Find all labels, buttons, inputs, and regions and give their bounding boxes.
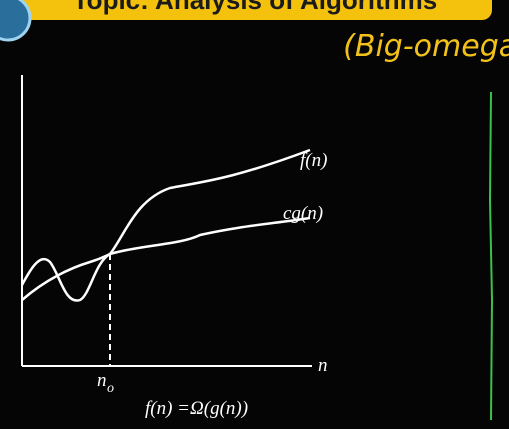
handwritten-note: (Big-omega) bbox=[343, 29, 509, 64]
title-banner bbox=[18, 0, 492, 20]
threshold-subscript: o bbox=[107, 381, 114, 396]
lower-curve-label: cg(n) bbox=[283, 203, 323, 224]
margin-line bbox=[488, 91, 494, 421]
upper-curve bbox=[21, 148, 311, 301]
logo-icon bbox=[0, 0, 32, 42]
caption: f(n) =Ω(g(n)) bbox=[145, 398, 248, 419]
upper-curve-label: f(n) bbox=[300, 150, 327, 171]
threshold-label: n bbox=[97, 370, 107, 391]
x-axis-label: n bbox=[318, 355, 328, 376]
slide-title: Topic: Analysis of Algorithms bbox=[73, 0, 438, 15]
lower-curve bbox=[20, 216, 311, 302]
